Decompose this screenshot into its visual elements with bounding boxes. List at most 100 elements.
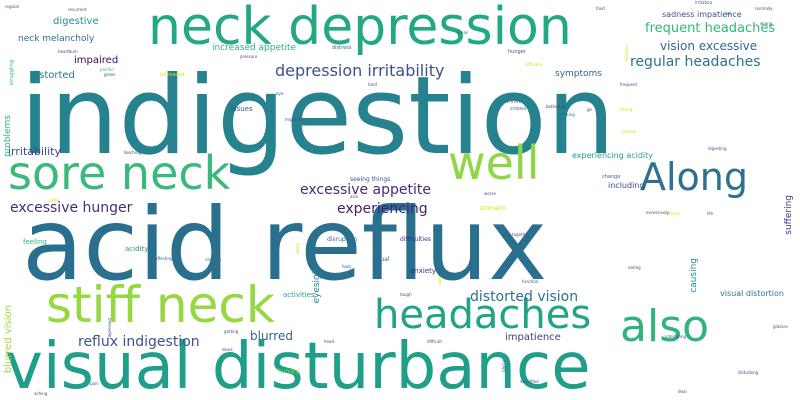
cloud-word: trouble [622,129,637,134]
cloud-word: excessively [646,210,669,215]
cloud-word: difficulties [400,236,431,243]
cloud-word: neck melancholy [18,34,95,44]
cloud-word: head [324,339,334,344]
cloud-word: acid reflux [22,186,548,303]
cloud-word: eating [628,265,641,270]
cloud-word: distorted vision [470,289,579,305]
cloud-word: visual distortion [720,289,784,298]
cloud-word: noticed [665,211,680,216]
cloud-word: neck depression [148,0,572,57]
cloud-word: stomach [480,205,506,212]
cloud-word: making [560,112,575,117]
cloud-word: increased [160,72,185,78]
cloud-word: struggling [9,60,15,86]
cloud-word: blurry [501,360,506,372]
cloud-word: aching [34,391,48,396]
cloud-word: daily [437,276,442,286]
cloud-word: depressed [107,318,112,339]
cloud-word: excessive appetite [300,182,431,198]
cloud-word: also [350,194,359,199]
cloud-word: areas [457,30,469,35]
cloud-word: together [512,232,530,237]
cloud-word: anxiety [410,267,437,275]
cloud-word: difficult [427,339,442,344]
cloud-word: suffer [48,198,60,203]
cloud-word: painful [100,67,114,72]
cloud-word: distress [332,45,352,51]
cloud-word: function [522,279,539,284]
cloud-word: irritation [695,0,713,5]
cloud-word: suffering [784,195,794,235]
cloud-word: pain [90,381,99,386]
cloud-word: hunger [508,49,526,55]
cloud-word: visual [372,256,390,263]
cloud-word: facing [620,107,633,112]
cloud-word: vision excessive [660,39,758,53]
cloud-word: irritated [510,106,527,111]
cloud-word: digestive [53,16,99,27]
cloud-word: activities [283,291,315,299]
cloud-word: glasses [773,324,788,329]
cloud-word: interfering [665,334,687,339]
cloud-word: heartburn [58,49,78,54]
cloud-word: experiencing [337,201,428,217]
cloud-word: bothering [546,104,566,109]
cloud-word: visual disturbance [5,330,591,400]
cloud-word: headaches [374,292,592,338]
cloud-word: tough [400,292,412,297]
cloud-word: indigestion [20,54,616,179]
cloud-word: excessive hunger [10,200,133,216]
cloud-word: impatience [505,332,561,343]
cloud-word: lately [295,243,300,255]
cloud-word: recurrent [68,7,87,12]
cloud-word: normally [755,6,773,11]
cloud-word: affecting [155,256,173,261]
cloud-word: Along [640,155,749,199]
cloud-word: problems [3,115,13,157]
cloud-word: food [596,6,605,11]
cloud-word: migraines [285,117,305,122]
cloud-word: discomfort [494,99,521,105]
cloud-word: experiencing acidity [572,151,654,160]
cloud-word: acidity [125,245,149,253]
cloud-word: depression irritability [275,61,445,80]
cloud-word: getting [224,329,239,334]
cloud-word: disturbing [738,370,759,375]
cloud-word: irritability [8,145,61,158]
cloud-word: well [448,136,540,190]
cloud-word: feeling [23,238,47,246]
cloud-word: belching [124,150,142,155]
cloud-word: hazy [342,264,352,269]
cloud-word: hard [368,82,378,87]
cloud-word: reflux indigestion [78,334,200,350]
cloud-word: regular [5,4,20,9]
cloud-word: go [587,107,592,112]
cloud-word: addition [624,45,629,62]
cloud-word: blurred [250,329,293,343]
cloud-word: frequent headaches [645,21,776,36]
cloud-word: frequent [620,82,638,87]
cloud-word: pressure [240,54,258,59]
cloud-word: wrong [760,21,773,26]
cloud-word: eye [276,91,284,96]
cloud-word: disruption [327,236,358,243]
cloud-word: including [608,181,645,190]
cloud-word: also [620,301,710,352]
cloud-word: regular headaches [630,54,761,70]
cloud-word: change [602,174,621,180]
cloud-word: distorted [30,70,75,81]
cloud-word: amplified [520,379,539,384]
cloud-word: lot [726,11,732,16]
cloud-word: stiff neck [46,276,275,334]
cloud-word: deals [222,347,233,352]
cloud-word: causing [689,258,699,293]
cloud-word: worse [484,191,496,196]
cloud-word: digesting [708,146,727,151]
cloud-word: difficulty [525,62,543,67]
cloud-word: life [707,211,714,216]
cloud-word: symptoms [555,69,602,79]
cloud-word: green [104,72,116,77]
cloud-word: impaired [74,55,119,66]
cloud-word: seeing things [350,176,391,183]
